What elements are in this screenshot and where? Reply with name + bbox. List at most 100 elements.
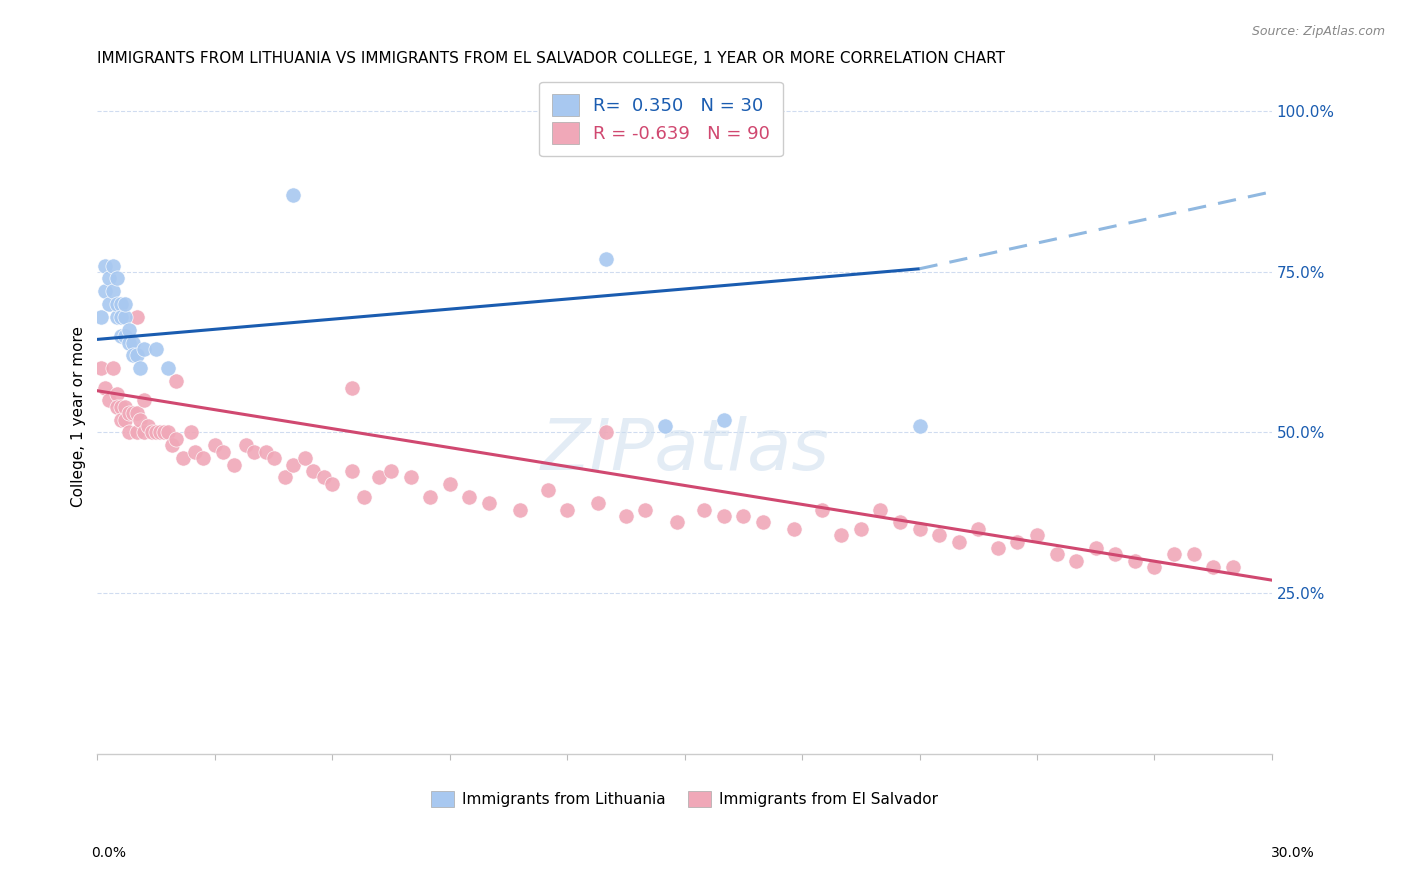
- Point: [125, 425, 148, 440]
- Point: [713, 412, 735, 426]
- Point: [263, 451, 285, 466]
- Point: [1064, 554, 1087, 568]
- Point: [555, 502, 578, 516]
- Point: [114, 297, 136, 311]
- Point: [98, 271, 121, 285]
- Point: [340, 380, 363, 394]
- Point: [281, 188, 304, 202]
- Point: [948, 534, 970, 549]
- Text: ZIPatlas: ZIPatlas: [540, 416, 830, 484]
- Point: [353, 490, 375, 504]
- Point: [614, 508, 637, 523]
- Point: [94, 259, 117, 273]
- Point: [1007, 534, 1029, 549]
- Point: [294, 451, 316, 466]
- Point: [105, 271, 128, 285]
- Point: [114, 412, 136, 426]
- Point: [733, 508, 755, 523]
- Point: [1104, 548, 1126, 562]
- Point: [121, 335, 143, 350]
- Point: [314, 470, 336, 484]
- Point: [191, 451, 214, 466]
- Point: [156, 361, 179, 376]
- Point: [118, 323, 141, 337]
- Point: [165, 432, 187, 446]
- Point: [184, 444, 207, 458]
- Point: [458, 490, 481, 504]
- Point: [125, 348, 148, 362]
- Point: [380, 464, 402, 478]
- Point: [654, 419, 676, 434]
- Point: [110, 400, 132, 414]
- Point: [254, 444, 277, 458]
- Text: 0.0%: 0.0%: [91, 846, 127, 860]
- Text: Source: ZipAtlas.com: Source: ZipAtlas.com: [1251, 25, 1385, 38]
- Point: [928, 528, 950, 542]
- Point: [105, 310, 128, 324]
- Point: [588, 496, 610, 510]
- Point: [243, 444, 266, 458]
- Point: [1045, 548, 1067, 562]
- Point: [321, 476, 343, 491]
- Point: [110, 412, 132, 426]
- Point: [156, 425, 179, 440]
- Point: [101, 361, 124, 376]
- Point: [90, 310, 112, 324]
- Point: [105, 297, 128, 311]
- Point: [783, 522, 806, 536]
- Point: [889, 516, 911, 530]
- Point: [849, 522, 872, 536]
- Point: [153, 425, 176, 440]
- Point: [145, 425, 167, 440]
- Point: [134, 425, 156, 440]
- Point: [118, 406, 141, 420]
- Point: [830, 528, 852, 542]
- Point: [967, 522, 990, 536]
- Point: [145, 342, 167, 356]
- Point: [110, 329, 132, 343]
- Point: [204, 438, 226, 452]
- Point: [129, 361, 152, 376]
- Point: [281, 458, 304, 472]
- Point: [211, 444, 233, 458]
- Point: [98, 393, 121, 408]
- Point: [340, 464, 363, 478]
- Point: [105, 400, 128, 414]
- Point: [419, 490, 441, 504]
- Point: [478, 496, 501, 510]
- Point: [1163, 548, 1185, 562]
- Point: [1084, 541, 1107, 555]
- Point: [869, 502, 891, 516]
- Point: [101, 259, 124, 273]
- Point: [173, 451, 195, 466]
- Point: [235, 438, 257, 452]
- Point: [114, 310, 136, 324]
- Point: [634, 502, 657, 516]
- Point: [90, 361, 112, 376]
- Point: [180, 425, 202, 440]
- Point: [665, 516, 688, 530]
- Point: [136, 419, 159, 434]
- Point: [110, 297, 132, 311]
- Point: [274, 470, 297, 484]
- Point: [110, 310, 132, 324]
- Point: [1222, 560, 1244, 574]
- Point: [301, 464, 323, 478]
- Point: [693, 502, 716, 516]
- Y-axis label: College, 1 year or more: College, 1 year or more: [72, 326, 86, 507]
- Text: 30.0%: 30.0%: [1271, 846, 1315, 860]
- Point: [134, 342, 156, 356]
- Point: [399, 470, 422, 484]
- Legend: Immigrants from Lithuania, Immigrants from El Salvador: Immigrants from Lithuania, Immigrants fr…: [425, 785, 943, 814]
- Point: [810, 502, 832, 516]
- Point: [987, 541, 1010, 555]
- Point: [94, 380, 117, 394]
- Point: [98, 297, 121, 311]
- Point: [752, 516, 775, 530]
- Point: [129, 412, 152, 426]
- Point: [101, 284, 124, 298]
- Point: [595, 425, 617, 440]
- Point: [121, 406, 143, 420]
- Point: [165, 374, 187, 388]
- Point: [536, 483, 558, 498]
